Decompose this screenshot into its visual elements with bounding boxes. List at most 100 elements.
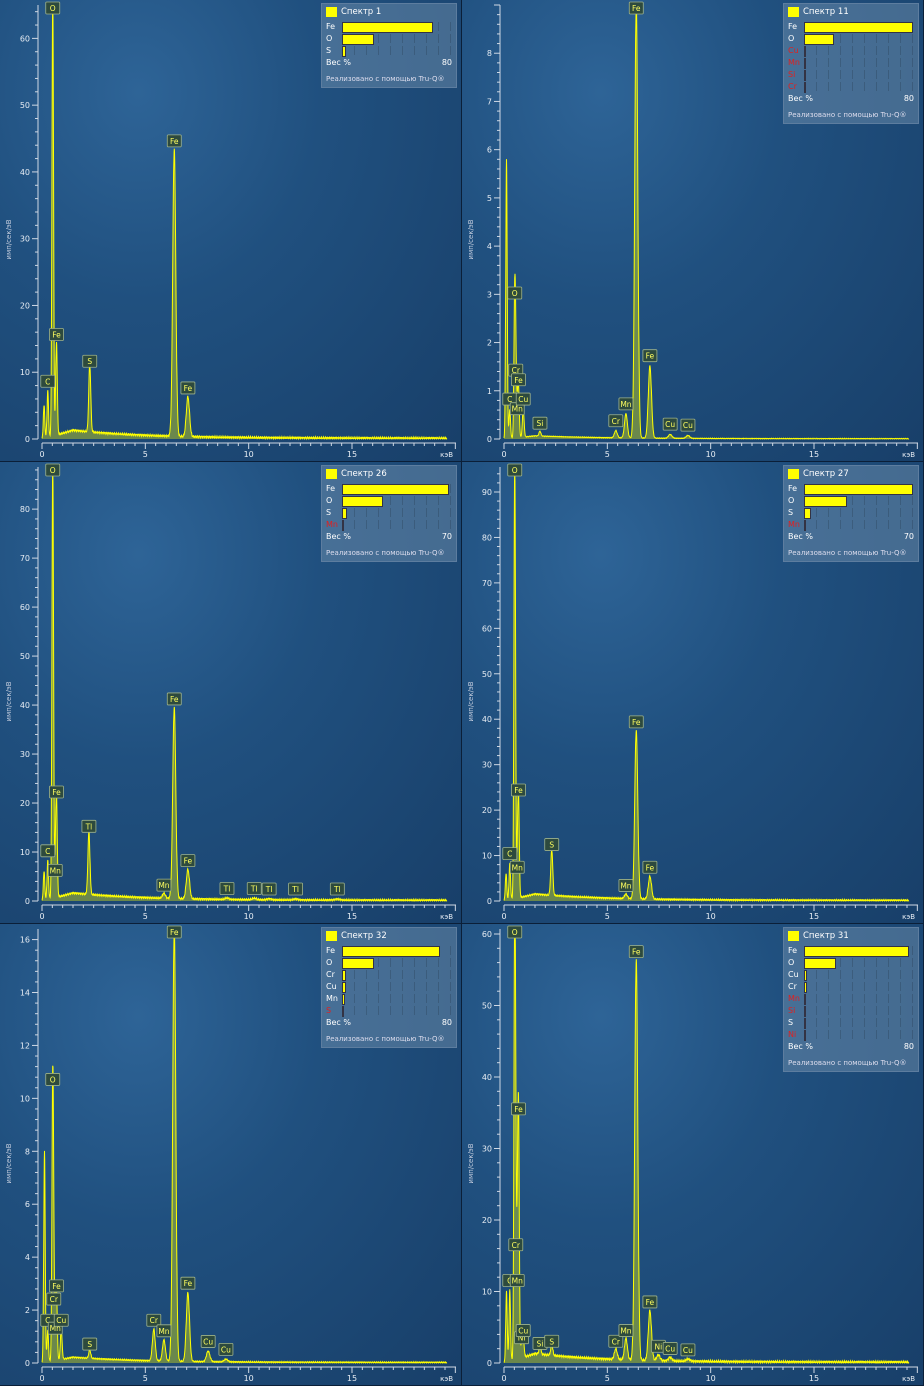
peak-label[interactable]: Cr	[46, 1292, 62, 1306]
x-tick-label: 15	[809, 450, 819, 459]
peak-label[interactable]: O	[45, 1073, 61, 1086]
peak-label[interactable]: Tl	[81, 819, 97, 833]
peak-label[interactable]: S	[82, 1337, 98, 1351]
peak-label[interactable]: Mn	[47, 864, 63, 877]
peak-label-text: C	[507, 1277, 512, 1286]
wt-bar	[804, 81, 807, 93]
peak-label[interactable]: Cu	[515, 392, 531, 406]
peak-label[interactable]: Cu	[515, 1324, 531, 1337]
peak-label[interactable]: Si	[532, 416, 548, 430]
peak-label[interactable]: Fe	[180, 381, 196, 395]
y-tick-label: 3	[487, 290, 492, 299]
peak-label-text: Cu	[221, 1345, 231, 1354]
peak-label[interactable]: C	[502, 847, 518, 861]
peak-label[interactable]: Fe	[642, 349, 658, 363]
legend-title: Спектр 1	[326, 7, 452, 17]
peak-label[interactable]: Mn	[618, 397, 634, 411]
y-tick-label: 0	[25, 1359, 30, 1368]
peak-label[interactable]: Fe	[180, 854, 196, 868]
peak-label[interactable]: Cu	[680, 1343, 696, 1357]
legend-axis-label: Вес %	[788, 1042, 813, 1051]
legend-swatch	[788, 7, 799, 17]
peak-label[interactable]: Mn	[618, 1324, 634, 1337]
wt-bar-track	[342, 1005, 452, 1017]
wt-bar-track	[342, 45, 452, 57]
peak-label[interactable]: Cu	[680, 418, 696, 432]
legend-row: S	[788, 506, 914, 519]
peak-label[interactable]: O	[507, 286, 523, 300]
peak-label[interactable]: O	[45, 1, 61, 15]
peak-label-text: Cu	[203, 1337, 213, 1346]
peak-label[interactable]: Fe	[642, 860, 658, 874]
peak-label[interactable]: O	[45, 463, 61, 477]
peak-label-text: Fe	[184, 384, 193, 393]
y-tick-label: 8	[487, 49, 492, 58]
x-tick-label: 5	[605, 912, 610, 921]
peak-label[interactable]: C	[502, 392, 518, 406]
peak-label[interactable]: Mn	[509, 402, 525, 416]
wt-bar-track	[804, 33, 914, 45]
peak-label-text: Fe	[184, 1279, 193, 1288]
peak-label[interactable]: Ni	[650, 1339, 666, 1353]
legend-row: Cu	[788, 44, 914, 57]
y-tick-label: 16	[20, 936, 30, 945]
peak-label[interactable]: Mn	[509, 860, 525, 874]
legend-row: Fe	[788, 20, 914, 33]
peak-label-text: O	[512, 289, 518, 298]
peak-label-text: C	[45, 1316, 50, 1325]
peak-label[interactable]: S	[544, 838, 560, 851]
peak-label[interactable]: Fe	[49, 1279, 64, 1293]
peak-label[interactable]: Cu	[662, 417, 678, 431]
peak-label[interactable]: C	[40, 844, 56, 858]
peak-label[interactable]: Fe	[166, 134, 182, 148]
peak-label[interactable]: Tl	[329, 882, 345, 896]
peak-label[interactable]: Cu	[200, 1335, 216, 1348]
peak-label[interactable]: Tl	[261, 882, 277, 896]
peak-label[interactable]: Tl	[288, 882, 303, 896]
peak-label[interactable]: Mn	[618, 879, 634, 892]
peak-label[interactable]: Fe	[642, 1295, 658, 1309]
peak-label[interactable]: Mn	[509, 1274, 525, 1287]
x-unit-label: кэВ	[902, 451, 915, 459]
peak-label-text: Mn	[620, 881, 631, 890]
x-tick-label: 0	[501, 450, 506, 459]
peak-label[interactable]: Fe	[180, 1276, 196, 1290]
peak-label[interactable]: O	[507, 463, 523, 477]
spectrum-line	[41, 467, 448, 903]
peak-label[interactable]: Fe	[511, 783, 526, 797]
peak-label[interactable]: Tl	[246, 882, 262, 895]
wt-bar	[804, 969, 808, 981]
peak-label[interactable]: Fe	[628, 715, 644, 729]
peak-label[interactable]: Cr	[146, 1313, 162, 1327]
peak-label[interactable]: S	[82, 354, 98, 368]
x-tick-label: 15	[347, 1374, 357, 1383]
peak-label[interactable]: Mn	[156, 878, 172, 892]
element-label: S	[326, 1005, 332, 1015]
peak-label[interactable]: Fe	[49, 785, 64, 799]
peak-label[interactable]: S	[544, 1334, 560, 1348]
peak-label[interactable]: Fe	[628, 945, 644, 959]
peak-label[interactable]: Fe	[166, 925, 182, 939]
spectrum-plot: 0 10 20 30 40 50 60 70 80 0 5 10 15 кэВ имп/сек/эВ C O Mn…	[5, 463, 456, 921]
peak-label[interactable]: Cu	[53, 1313, 69, 1327]
peak-label[interactable]: C	[40, 374, 56, 388]
x-tick-label: 5	[143, 1374, 148, 1383]
peak-label[interactable]: Fe	[511, 1102, 526, 1116]
peak-label[interactable]: Fe	[511, 373, 526, 387]
peak-label[interactable]: Cr	[608, 1334, 624, 1348]
wt-bar-track	[804, 969, 914, 981]
peak-label[interactable]: Cr	[508, 1238, 524, 1252]
peak-label[interactable]: O	[507, 925, 523, 939]
peak-label[interactable]: Cr	[608, 414, 624, 428]
wt-bar-track	[804, 495, 914, 507]
peak-label-text: Mn	[512, 405, 523, 414]
peak-label[interactable]: Fe	[49, 328, 64, 341]
peak-label[interactable]: Cu	[218, 1342, 234, 1356]
peak-label[interactable]: Fe	[166, 692, 182, 706]
peak-label[interactable]: Mn	[156, 1324, 172, 1338]
peak-label[interactable]: Fe	[628, 1, 644, 15]
peak-label[interactable]: Tl	[219, 882, 235, 895]
wt-bar	[804, 45, 807, 57]
element-label: Ni	[788, 1029, 797, 1039]
peak-label[interactable]: Cu	[662, 1342, 678, 1355]
